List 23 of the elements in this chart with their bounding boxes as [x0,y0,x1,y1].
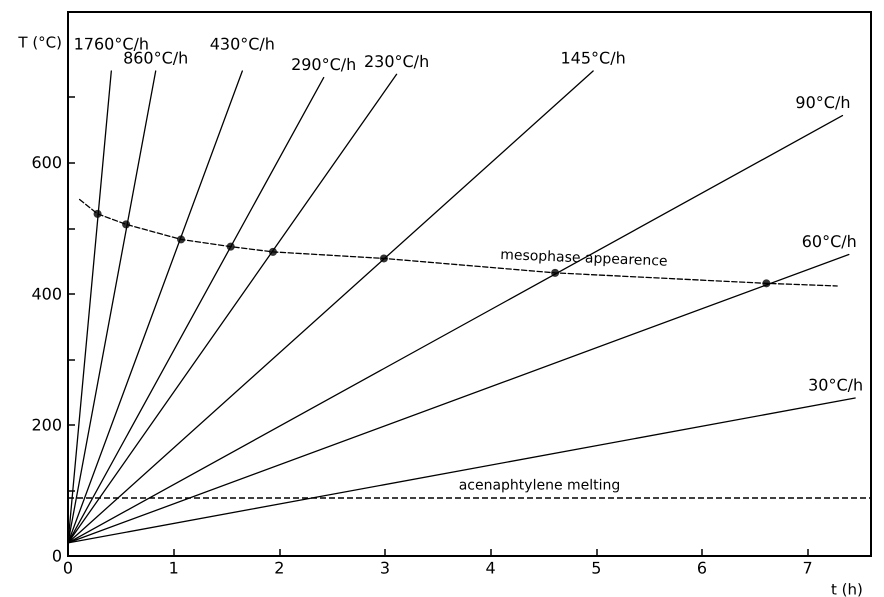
ref-line-label: acenaphtylene melting [458,478,620,494]
x-tick-label: 3 [380,558,390,578]
y-tick-label: 0 [52,546,62,566]
y-tick-label: 200 [31,415,62,434]
series-label: 60°C/h [802,232,857,252]
series-label: 145°C/h [560,48,626,68]
series-label: 90°C/h [795,93,850,112]
x-tick-label: 7 [802,558,813,578]
x-tick-label: 2 [274,558,284,578]
x-tick-label: 1 [168,558,179,578]
x-tick-label: 4 [486,558,496,578]
series-label: 30°C/h [808,376,864,395]
y-tick-label: 600 [31,153,62,172]
series-label: 290°C/h [291,55,356,74]
x-axis-title: t (h) [831,580,863,597]
series-label: 430°C/h [210,34,275,54]
series-label: 230°C/h [364,52,430,71]
y-axis-title: T (°C) [17,34,62,52]
annotation: mesophase appearence [500,247,668,270]
x-tick-label: 6 [696,558,708,578]
y-tick-label: 400 [31,284,62,304]
x-tick-label: 0 [62,558,74,578]
x-tick-label: 5 [591,558,602,578]
